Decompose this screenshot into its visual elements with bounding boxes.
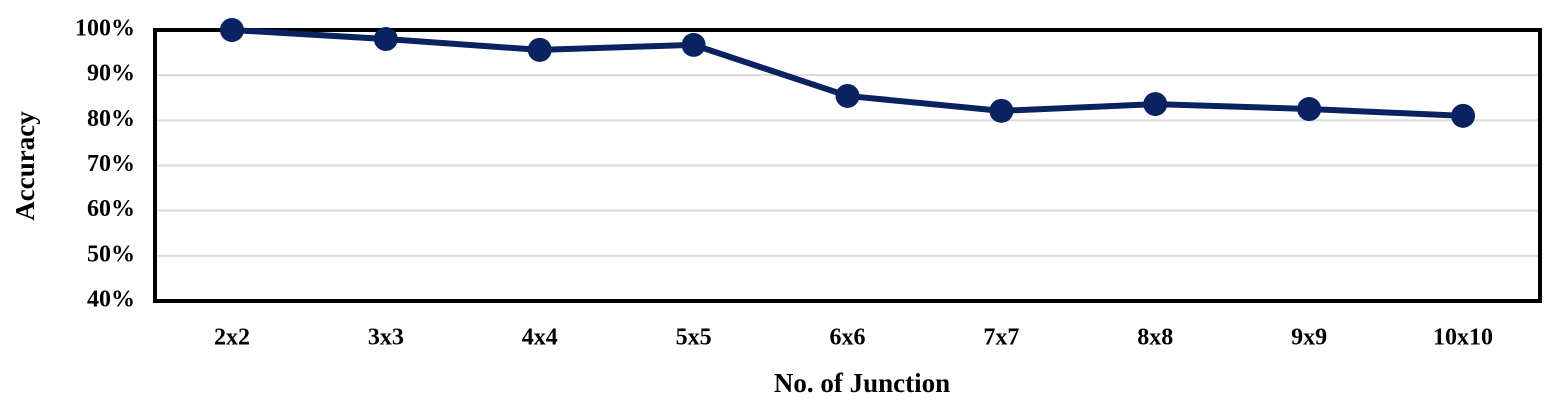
x-tick-label: 7x7 xyxy=(983,325,1019,351)
x-axis-label: No. of Junction xyxy=(774,368,950,398)
y-tick-label: 80% xyxy=(87,106,135,132)
y-axis-label: Accuracy xyxy=(10,111,40,221)
x-tick-label: 6x6 xyxy=(830,325,866,351)
y-tick-label: 70% xyxy=(87,151,135,177)
y-tick-label: 90% xyxy=(87,61,135,87)
marker xyxy=(373,27,398,52)
x-tick-label: 2x2 xyxy=(214,325,250,351)
x-tick-label: 9x9 xyxy=(1291,325,1327,351)
marker xyxy=(1297,97,1322,122)
marker xyxy=(835,83,860,108)
y-tick-label: 100% xyxy=(75,16,135,42)
marker xyxy=(681,32,706,57)
marker xyxy=(219,18,244,42)
marker xyxy=(1451,103,1476,128)
marker xyxy=(989,98,1014,123)
x-tick-label: 5x5 xyxy=(676,325,712,351)
y-tick-label: 40% xyxy=(87,287,135,313)
x-tick-label: 8x8 xyxy=(1137,325,1173,351)
x-tick-label: 3x3 xyxy=(368,325,404,351)
y-tick-label: 50% xyxy=(87,241,135,267)
marker xyxy=(1143,92,1168,117)
plot-border xyxy=(153,28,1542,303)
y-tick-label: 60% xyxy=(87,196,135,222)
x-tick-label: 10x10 xyxy=(1433,325,1493,351)
x-tick-label: 4x4 xyxy=(522,325,558,351)
marker xyxy=(527,37,552,62)
